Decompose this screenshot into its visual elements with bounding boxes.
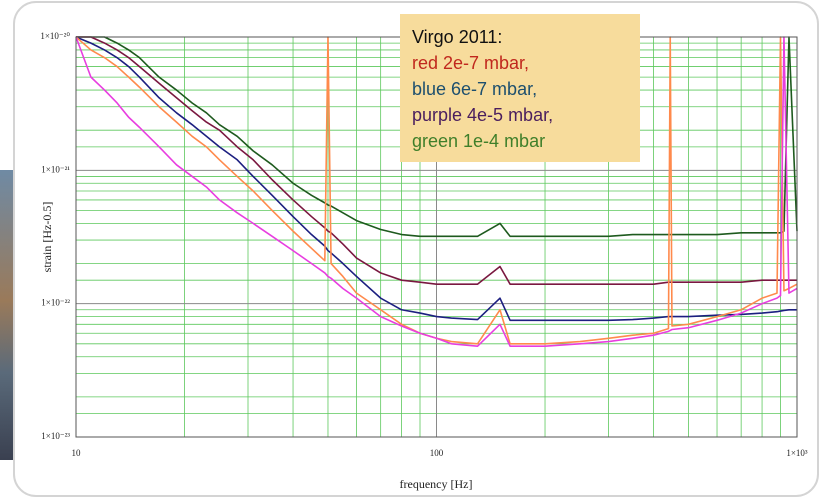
legend-entry: green 1e-4 mbar (412, 131, 545, 151)
y-tick-label: 1×10⁻²³ (41, 431, 70, 441)
ticks: 10 100 1×10³ 1×10⁻²³ 1×10⁻²² 1×10⁻²¹ 1×10⁻²⁰ (40, 31, 808, 458)
y-tick-label: 1×10⁻²⁰ (40, 31, 70, 41)
legend-entry: red 2e-7 mbar, (412, 53, 529, 73)
series-line (75, 36, 798, 347)
plot-lines (75, 36, 798, 347)
x-tick-label: 1×10³ (786, 448, 808, 458)
y-tick-label: 1×10⁻²¹ (41, 164, 70, 174)
legend-entry: blue 6e-7 mbar, (412, 79, 537, 99)
series-line (76, 36, 798, 238)
legend-box (400, 14, 640, 162)
x-axis-label: frequency [Hz] (400, 477, 473, 491)
series-line (76, 36, 797, 285)
legend-entry: purple 4e-5 mbar, (412, 105, 553, 125)
legend-title: Virgo 2011: (412, 27, 502, 47)
x-tick-label: 10 (72, 448, 82, 458)
legend: Virgo 2011: red 2e-7 mbar, blue 6e-7 mbar… (400, 14, 640, 162)
grid (75, 36, 798, 438)
x-tick-label: 100 (430, 448, 444, 458)
y-axis-label: strain [Hz-0.5] (40, 202, 54, 273)
series-line (75, 36, 797, 322)
y-tick-label: 1×10⁻²² (41, 298, 70, 308)
